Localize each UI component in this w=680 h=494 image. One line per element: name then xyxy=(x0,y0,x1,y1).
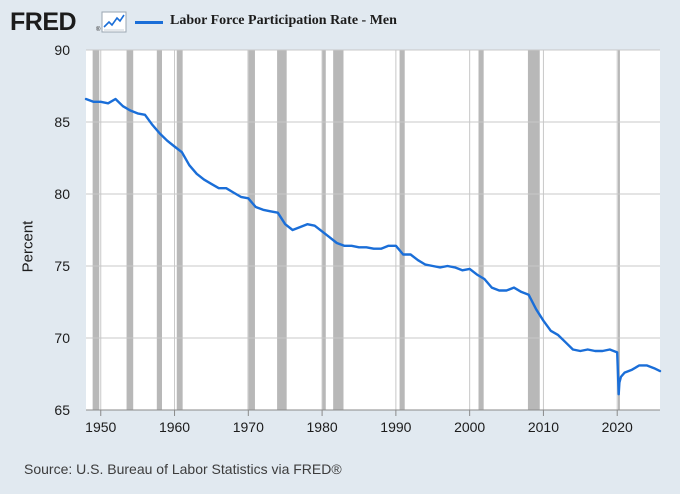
grid-lines xyxy=(86,49,660,411)
recession-bar-8 xyxy=(399,50,405,410)
axes: 65 70 75 80 85 90 1950 1960 1970 1980 1990 2000 2010… xyxy=(54,42,660,435)
source-note: Source: U.S. Bureau of Labor Statistics … xyxy=(24,461,342,477)
y-tick-label-70: 70 xyxy=(54,330,70,346)
recession-bar-7 xyxy=(333,50,344,410)
recession-bar-0 xyxy=(92,50,100,410)
recession-bars xyxy=(92,50,620,410)
x-tick-label-1970: 1970 xyxy=(233,419,264,435)
legend-series-label: Labor Force Participation Rate - Men xyxy=(170,13,397,28)
fred-logo[interactable]: FRED xyxy=(10,8,77,36)
fred-logo-registered-mark: ® xyxy=(96,27,101,33)
series-layer xyxy=(84,97,662,396)
x-tick-label-2010: 2010 xyxy=(528,419,559,435)
recession-bar-10 xyxy=(527,50,540,410)
y-tick-label-90: 90 xyxy=(54,42,70,58)
y-tick-label-85: 85 xyxy=(54,114,70,130)
x-tick-label-2020: 2020 xyxy=(602,419,633,435)
trend-chart-icon xyxy=(101,11,127,38)
recession-bar-2 xyxy=(156,50,162,410)
x-tick-label-1990: 1990 xyxy=(380,419,411,435)
legend-series-swatch xyxy=(135,21,163,24)
recession-bar-3 xyxy=(176,50,183,410)
recession-bar-4 xyxy=(247,50,255,410)
x-tick-label-1980: 1980 xyxy=(307,419,338,435)
plot-area xyxy=(86,50,660,410)
y-tick-label-65: 65 xyxy=(54,402,70,418)
x-tick-label-2000: 2000 xyxy=(454,419,485,435)
recession-bar-11 xyxy=(617,50,620,410)
x-tick-label-1960: 1960 xyxy=(159,419,190,435)
recession-bar-6 xyxy=(322,50,326,410)
recession-bar-1 xyxy=(126,50,134,410)
recession-bar-9 xyxy=(478,50,484,410)
y-tick-label-75: 75 xyxy=(54,258,70,274)
series-line-0 xyxy=(84,97,662,396)
chart-header: FRED ® Labor Force Participation Rate - … xyxy=(0,0,680,44)
recession-bar-5 xyxy=(277,50,287,410)
x-tick-label-1950: 1950 xyxy=(85,419,116,435)
y-tick-label-80: 80 xyxy=(54,186,70,202)
